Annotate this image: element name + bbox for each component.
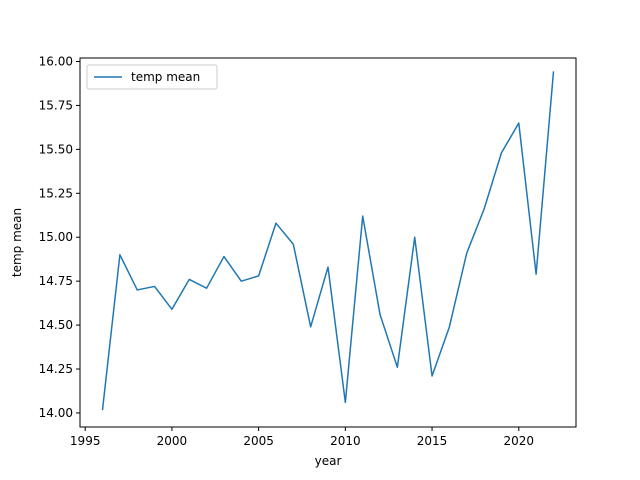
y-tick-label: 14.75 — [39, 274, 73, 288]
y-axis-ticks: 14.00 14.25 14.50 14.75 15.00 15.25 15.50 15.75… — [39, 55, 80, 420]
legend-box — [86, 64, 218, 90]
plot-area — [79, 57, 577, 428]
y-tick-label: 14.50 — [39, 318, 73, 332]
y-tick-label: 15.00 — [39, 230, 73, 244]
y-tick-label: 14.25 — [39, 362, 73, 376]
legend: temp mean — [86, 64, 218, 90]
y-tick-label: 15.25 — [39, 186, 73, 200]
y-tick-label: 15.50 — [39, 142, 73, 156]
x-tick-label: 2005 — [243, 434, 274, 448]
series-line — [101, 71, 555, 411]
y-tick-label: 14.00 — [39, 406, 73, 420]
y-axis-label: temp mean — [10, 208, 24, 277]
x-tick-label: 2010 — [330, 434, 361, 448]
y-tick-label: 16.00 — [39, 55, 73, 69]
y-tick-label: 15.75 — [39, 98, 73, 112]
x-tick-label: 1995 — [70, 434, 101, 448]
x-axis-label: year — [315, 454, 342, 468]
axes-frame — [79, 57, 577, 428]
legend-label: temp mean — [131, 70, 200, 84]
x-tick-label: 2015 — [417, 434, 448, 448]
series-layer — [101, 71, 555, 411]
x-axis-ticks: 1995 2000 2005 2010 2015 2020 — [70, 427, 534, 448]
x-tick-label: 2000 — [157, 434, 188, 448]
x-tick-label: 2020 — [503, 434, 534, 448]
